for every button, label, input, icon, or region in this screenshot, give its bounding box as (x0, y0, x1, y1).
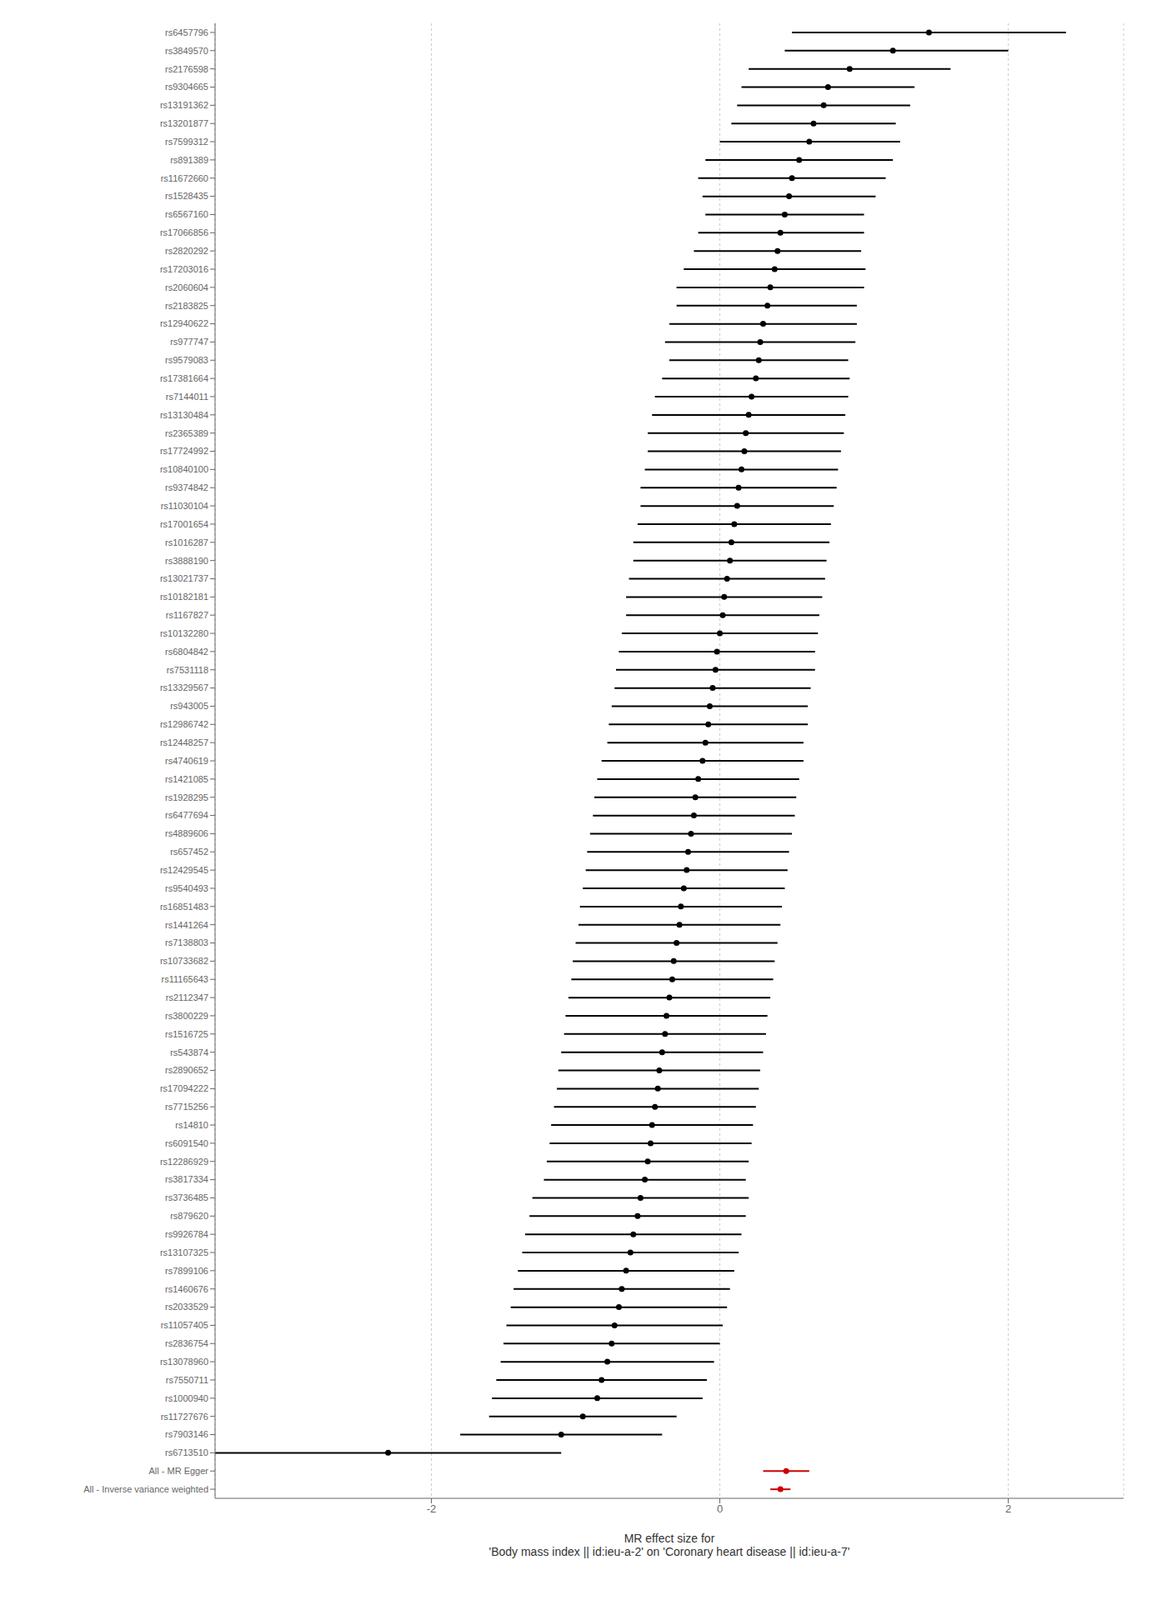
svg-text:rs11727676: rs11727676 (160, 1412, 209, 1423)
svg-text:rs1000940: rs1000940 (165, 1393, 209, 1404)
svg-text:rs9579083: rs9579083 (165, 355, 209, 366)
svg-text:rs3800229: rs3800229 (165, 1011, 209, 1022)
svg-text:rs1441264: rs1441264 (165, 920, 209, 931)
svg-text:rs17094222: rs17094222 (160, 1083, 209, 1094)
svg-text:rs9374842: rs9374842 (165, 482, 209, 493)
svg-text:rs1460676: rs1460676 (165, 1284, 209, 1295)
svg-text:rs3849570: rs3849570 (165, 45, 209, 56)
svg-text:rs2183825: rs2183825 (165, 300, 209, 311)
svg-text:rs943005: rs943005 (170, 701, 209, 712)
svg-text:rs12448257: rs12448257 (160, 737, 209, 748)
svg-text:rs16851483: rs16851483 (160, 901, 209, 912)
svg-text:rs10132280: rs10132280 (160, 628, 209, 639)
html-text:MR effect size for 'Body mass: MR effect size for 'Body mass index || i… (488, 1532, 850, 1559)
svg-text:rs2033529: rs2033529 (165, 1302, 209, 1313)
svg-text:rs1421085: rs1421085 (165, 774, 209, 785)
svg-text:rs6091540: rs6091540 (165, 1138, 209, 1149)
svg-text:rs11030104: rs11030104 (160, 500, 209, 511)
svg-text:rs2112347: rs2112347 (165, 992, 209, 1003)
svg-text:rs2176598: rs2176598 (165, 64, 209, 75)
svg-text:rs9304665: rs9304665 (165, 81, 209, 92)
svg-text:rs543874: rs543874 (170, 1047, 209, 1058)
svg-text:rs4740619: rs4740619 (165, 756, 209, 767)
svg-text:rs12940622: rs12940622 (160, 318, 209, 329)
svg-text:rs11057405: rs11057405 (160, 1320, 209, 1331)
svg-text:rs2890652: rs2890652 (165, 1065, 209, 1076)
svg-text:rs7715256: rs7715256 (165, 1101, 209, 1112)
svg-text:rs13329567: rs13329567 (160, 682, 209, 693)
svg-text:rs4889606: rs4889606 (165, 828, 209, 839)
svg-text:-2: -2 (426, 1502, 437, 1516)
svg-text:rs13021737: rs13021737 (160, 573, 209, 584)
svg-text:rs657452: rs657452 (170, 846, 209, 857)
svg-text:rs6804842: rs6804842 (165, 646, 209, 657)
svg-text:rs17066856: rs17066856 (160, 227, 209, 238)
svg-text:rs17724992: rs17724992 (160, 445, 209, 456)
svg-text:rs6477694: rs6477694 (165, 810, 209, 821)
svg-text:2: 2 (1005, 1502, 1012, 1516)
svg-text:rs7599312: rs7599312 (165, 136, 209, 147)
svg-text:rs2365389: rs2365389 (165, 428, 209, 439)
svg-text:All - Inverse variance weighte: All - Inverse variance weighted (83, 1484, 209, 1495)
svg-text:rs13107325: rs13107325 (160, 1247, 209, 1258)
svg-text:rs9540493: rs9540493 (165, 883, 209, 894)
svg-text:rs7550711: rs7550711 (165, 1375, 209, 1386)
svg-text:rs7144011: rs7144011 (165, 391, 209, 402)
svg-text:rs10840100: rs10840100 (160, 464, 209, 475)
svg-text:rs13191362: rs13191362 (160, 100, 209, 111)
svg-text:rs7899106: rs7899106 (165, 1266, 209, 1277)
svg-text:rs3736485: rs3736485 (165, 1192, 209, 1203)
svg-text:rs1016287: rs1016287 (165, 537, 209, 548)
svg-text:rs1167827: rs1167827 (165, 610, 209, 621)
svg-text:rs10733682: rs10733682 (160, 956, 209, 967)
svg-text:rs7138803: rs7138803 (165, 937, 209, 948)
svg-text:rs12286929: rs12286929 (160, 1156, 209, 1167)
svg-text:rs3888190: rs3888190 (165, 555, 209, 566)
svg-text:rs6713510: rs6713510 (165, 1447, 209, 1458)
svg-text:rs13201877: rs13201877 (160, 118, 209, 129)
svg-text:rs17001654: rs17001654 (160, 519, 209, 530)
svg-text:rs7531118: rs7531118 (166, 665, 209, 676)
svg-text:rs11165643: rs11165643 (161, 974, 209, 985)
svg-text:rs977747: rs977747 (170, 336, 209, 347)
svg-text:rs13130484: rs13130484 (160, 410, 209, 421)
svg-text:rs13078960: rs13078960 (160, 1357, 209, 1368)
svg-text:rs10182181: rs10182181 (160, 591, 209, 602)
svg-text:rs14810: rs14810 (175, 1120, 209, 1131)
svg-text:rs12986742: rs12986742 (160, 719, 209, 730)
svg-text:rs17203016: rs17203016 (160, 264, 209, 275)
svg-text:rs3817334: rs3817334 (165, 1174, 209, 1185)
svg-text:rs7903146: rs7903146 (165, 1429, 209, 1440)
svg-text:rs2836754: rs2836754 (165, 1338, 209, 1349)
svg-text:rs17381664: rs17381664 (160, 373, 209, 384)
svg-text:rs6567160: rs6567160 (165, 209, 209, 220)
svg-text:rs2060604: rs2060604 (165, 282, 209, 293)
svg-text:All - MR Egger: All - MR Egger (148, 1466, 209, 1477)
svg-text:rs1528435: rs1528435 (165, 190, 209, 201)
svg-text:rs1516725: rs1516725 (165, 1029, 209, 1040)
svg-text:rs12429545: rs12429545 (160, 865, 209, 876)
svg-text:rs2820292: rs2820292 (165, 245, 209, 256)
svg-text:0: 0 (716, 1502, 723, 1516)
svg-text:rs879620: rs879620 (170, 1211, 209, 1222)
svg-text:rs891389: rs891389 (170, 155, 209, 166)
svg-text:rs6457796: rs6457796 (165, 27, 209, 38)
svg-text:rs9926784: rs9926784 (165, 1229, 209, 1240)
svg-text:rs11672660: rs11672660 (160, 173, 209, 184)
svg-text:rs1928295: rs1928295 (165, 792, 209, 803)
